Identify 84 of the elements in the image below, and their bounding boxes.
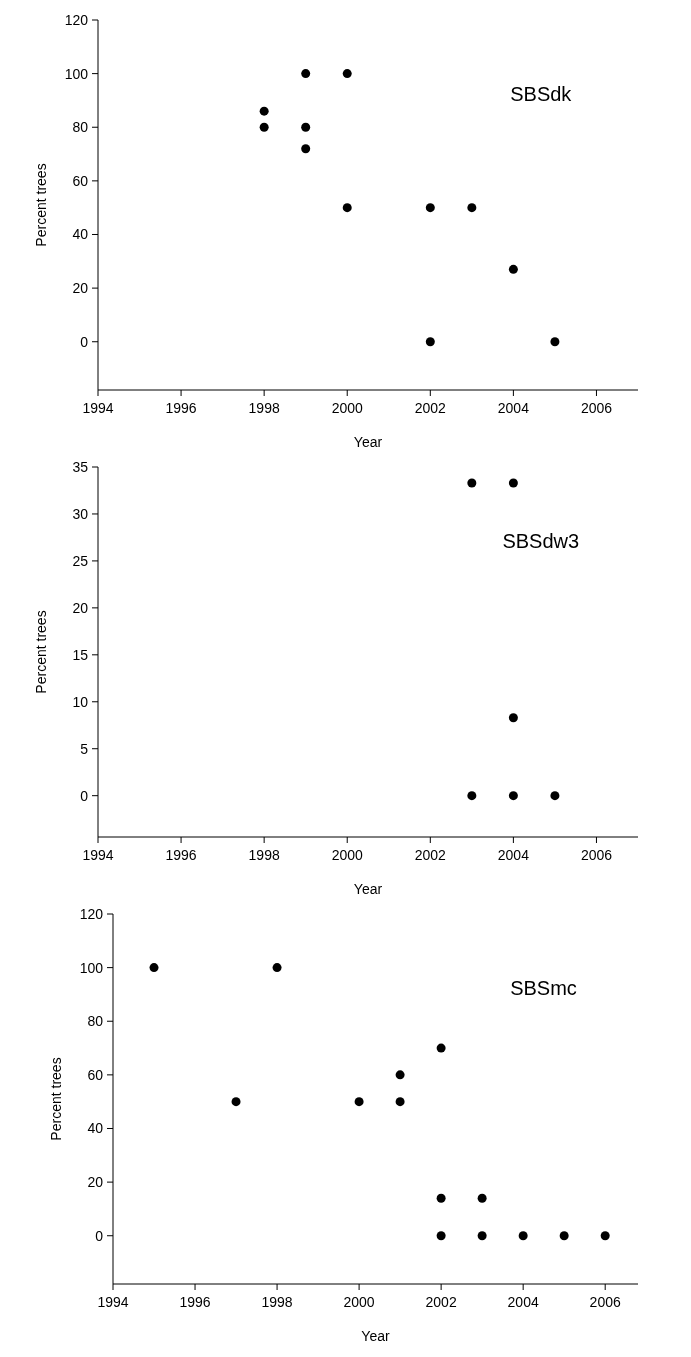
y-tick-label: 80 (72, 119, 89, 136)
x-tick-label: 2004 (497, 400, 530, 416)
point (301, 144, 311, 154)
y-axis-title: Percent trees (48, 1057, 64, 1141)
y-tick-label: 40 (72, 226, 89, 243)
point (508, 791, 518, 801)
point (550, 337, 560, 347)
point (559, 1231, 569, 1241)
y-axis-title: Percent trees (33, 163, 49, 247)
y-tick-label: 80 (87, 1013, 104, 1030)
point (508, 713, 518, 723)
point (467, 791, 477, 801)
x-tick-label: 2002 (425, 1294, 457, 1310)
point (467, 478, 477, 488)
x-tick-label: 2000 (331, 847, 364, 863)
x-tick-label: 1994 (82, 400, 114, 416)
point (301, 69, 311, 79)
x-tick-label: 2002 (414, 847, 447, 863)
point (436, 1193, 446, 1203)
annotation: SBSdk (510, 83, 573, 106)
point (518, 1231, 528, 1241)
point (301, 122, 311, 132)
point (354, 1097, 364, 1107)
x-tick-label: 2006 (580, 847, 613, 863)
y-tick-label: 15 (72, 646, 89, 663)
y-tick-label: 60 (72, 172, 89, 189)
y-tick-label: 60 (87, 1066, 104, 1083)
y-tick-label: 30 (72, 505, 89, 522)
y-tick-label: 25 (72, 552, 89, 569)
point (342, 203, 352, 213)
x-tick-label: 1998 (248, 400, 280, 416)
point (477, 1193, 487, 1203)
y-tick-label: 0 (95, 1227, 104, 1244)
y-tick-label: 35 (72, 458, 89, 475)
x-axis-title: Year (353, 434, 383, 450)
y-tick-label: 120 (79, 905, 104, 922)
point (508, 478, 518, 488)
point (395, 1070, 405, 1080)
point (259, 106, 269, 116)
x-axis-title: Year (361, 1328, 390, 1344)
x-tick-label: 2000 (343, 1294, 375, 1310)
x-tick-label: 1994 (97, 1294, 129, 1310)
x-tick-label: 2004 (497, 847, 530, 863)
y-tick-label: 0 (80, 333, 89, 350)
point (436, 1231, 446, 1241)
x-tick-label: 2004 (507, 1294, 539, 1310)
x-tick-label: 2006 (580, 400, 613, 416)
y-tick-label: 0 (80, 787, 89, 804)
point (272, 963, 282, 973)
point (231, 1097, 241, 1107)
y-tick-label: 120 (64, 11, 89, 28)
point (342, 69, 352, 79)
y-tick-label: 40 (87, 1120, 104, 1137)
x-tick-label: 1996 (165, 847, 197, 863)
point (425, 203, 435, 213)
y-tick-label: 20 (72, 280, 89, 297)
point (425, 337, 435, 347)
x-axis-title: Year (353, 881, 383, 897)
x-tick-label: 1996 (165, 400, 197, 416)
point (259, 122, 269, 132)
point (550, 791, 560, 801)
x-tick-label: 2002 (414, 400, 447, 416)
point (436, 1043, 446, 1053)
point (395, 1097, 405, 1107)
point (467, 203, 477, 213)
annotation: SBSmc (510, 977, 577, 1000)
x-tick-label: 2000 (331, 400, 364, 416)
y-tick-label: 20 (72, 599, 89, 616)
point (508, 264, 518, 274)
point (477, 1231, 487, 1241)
y-tick-label: 5 (80, 740, 89, 757)
y-axis-title: Percent trees (33, 610, 49, 694)
x-tick-label: 2006 (589, 1294, 621, 1310)
x-tick-label: 1998 (261, 1294, 293, 1310)
y-tick-label: 100 (64, 65, 89, 82)
annotation: SBSdw3 (502, 530, 580, 553)
x-tick-label: 1994 (82, 847, 114, 863)
x-tick-label: 1996 (179, 1294, 211, 1310)
y-tick-label: 10 (72, 693, 89, 710)
x-tick-label: 1998 (248, 847, 280, 863)
point (149, 963, 159, 973)
point (600, 1231, 610, 1241)
y-tick-label: 20 (87, 1174, 104, 1191)
y-tick-label: 100 (79, 959, 104, 976)
